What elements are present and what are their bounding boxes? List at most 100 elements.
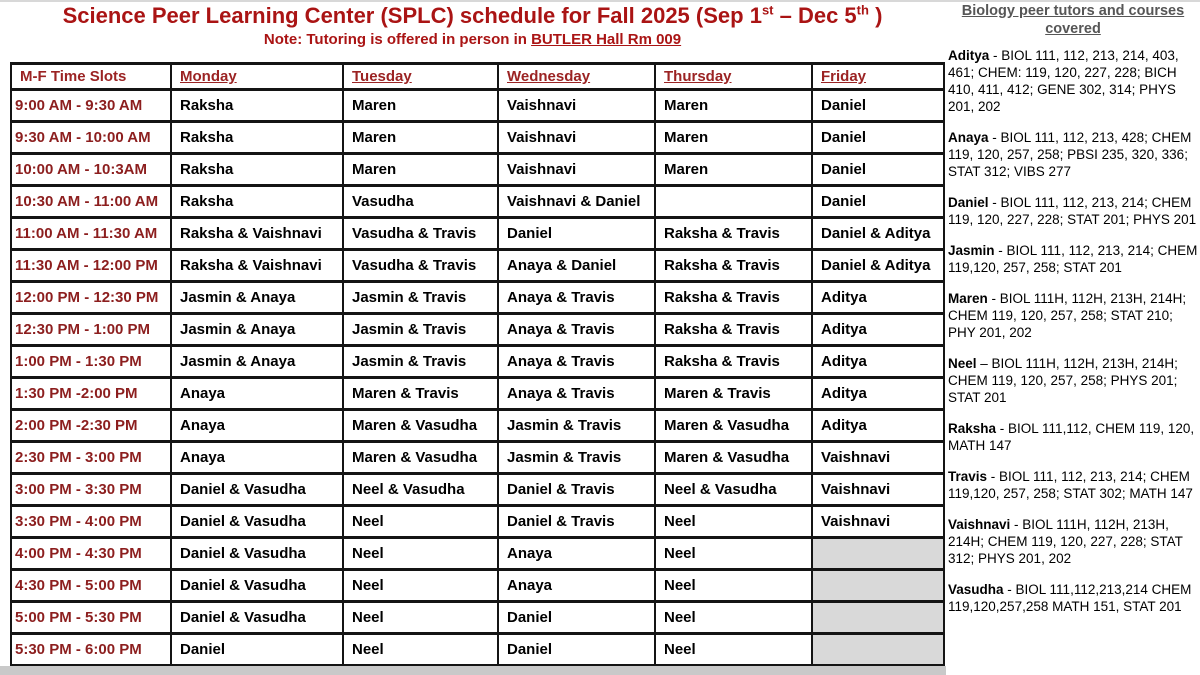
schedule-cell [654,184,813,219]
tutor-separator: - [988,130,1001,145]
schedule-cell: Jasmin & Travis [342,312,499,347]
schedule-cell: Aditya [811,312,945,347]
schedule-cell: Daniel & Vasudha [170,504,344,539]
tutor-name: Vaishnavi [948,517,1011,532]
schedule-cell: Maren & Vasudha [654,440,813,475]
tutor-separator: - [987,291,1000,306]
tutor-courses: BIOL 111, 112, 213, 214; CHEM 119,120, 2… [948,243,1198,275]
table-row: 9:30 AM - 10:00 AM Raksha Maren Vaishnavi Ma… [10,120,945,155]
tutor-separator: - [996,421,1009,436]
schedule-cell: Maren & Vasudha [342,440,499,475]
schedule-cell: Vaishnavi [497,120,656,155]
schedule-cell: Aditya [811,376,945,411]
time-slot-cell: 9:00 AM - 9:30 AM [10,88,172,123]
time-slot-cell: 2:30 PM - 3:00 PM [10,440,172,475]
schedule-body: 9:00 AM - 9:30 AM Raksha Maren Vaishnavi Mar… [10,88,945,667]
col-header-tuesday-label: Tuesday [352,68,412,85]
schedule-cell: Jasmin & Travis [497,408,656,443]
tutor-separator: - [1010,517,1023,532]
schedule-cell: Anaya & Travis [497,312,656,347]
schedule-cell: Jasmin & Travis [342,344,499,379]
tutor-separator: – [976,356,992,371]
time-slot-cell: 5:30 PM - 6:00 PM [10,632,172,667]
schedule-cell: Neel [654,536,813,571]
schedule-cell: Raksha [170,120,344,155]
col-header-tuesday: Tuesday [342,62,499,91]
schedule-cell: Jasmin & Travis [342,280,499,315]
tutor-entry: Jasmin - BIOL 111, 112, 213, 214; CHEM 1… [948,242,1198,276]
schedule-cell: Neel [654,600,813,635]
schedule-cell: Neel [654,632,813,667]
schedule-cell: Daniel & Travis [497,472,656,507]
sidebar-heading: Biology peer tutors and courses covered [961,3,1185,37]
tutor-courses: BIOL 111H, 112H, 213H, 214H; CHEM 119, 1… [948,291,1187,340]
tutor-courses: BIOL 111, 112, 213, 428; CHEM 119, 120, … [948,130,1192,179]
schedule-cell: Daniel & Aditya [811,248,945,283]
schedule-cell: Maren [342,88,499,123]
schedule-cell: Maren [342,120,499,155]
time-slot-cell: 10:30 AM - 11:00 AM [10,184,172,219]
schedule-cell: Anaya & Travis [497,344,656,379]
schedule-cell: Daniel [170,632,344,667]
schedule-cell: Anaya [170,408,344,443]
schedule-cell: Daniel [497,632,656,667]
tutor-courses: BIOL 111,112, CHEM 119, 120, MATH 147 [948,421,1195,453]
schedule-cell: Anaya [497,568,656,603]
schedule-cell: Raksha & Travis [654,216,813,251]
schedule-cell [811,536,945,571]
title-text-3: ) [868,3,883,28]
schedule-cell: Anaya [497,536,656,571]
time-slot-cell: 12:00 PM - 12:30 PM [10,280,172,315]
time-slot-cell: 4:30 PM - 5:00 PM [10,568,172,603]
schedule-cell: Neel [342,632,499,667]
schedule-cell: Daniel & Vasudha [170,536,344,571]
tutor-name: Vasudha [948,582,1004,597]
tutor-name: Daniel [948,195,989,210]
tutor-entry: Vasudha - BIOL 111,112,213,214 CHEM 119,… [948,581,1198,615]
schedule-cell: Aditya [811,408,945,443]
schedule-cell: Daniel [811,88,945,123]
table-row: 12:00 PM - 12:30 PM Jasmin & Anaya Jasmin … [10,280,945,315]
schedule-cell: Daniel [811,152,945,187]
schedule-cell [811,600,945,635]
schedule-cell: Anaya [170,440,344,475]
table-row: 4:30 PM - 5:00 PM Daniel & Vasudha Neel Ana… [10,568,945,603]
table-row: 2:00 PM -2:30 PM Anaya Maren & Vasudha Jasm… [10,408,945,443]
schedule-cell: Daniel [811,120,945,155]
tutor-entry: Aditya - BIOL 111, 112, 213, 214, 403, 4… [948,47,1198,115]
schedule-cell: Daniel [497,216,656,251]
schedule-cell: Raksha & Vaishnavi [170,248,344,283]
schedule-cell: Neel [654,568,813,603]
table-row: 3:00 PM - 3:30 PM Daniel & Vasudha Neel & … [10,472,945,507]
schedule-cell: Vaishnavi [497,88,656,123]
schedule-cell: Jasmin & Anaya [170,344,344,379]
tutor-separator: - [989,48,1002,63]
schedule-cell: Jasmin & Travis [497,440,656,475]
tutor-courses: BIOL 111, 112, 213, 214; CHEM 119, 120, … [948,195,1197,227]
tutor-courses: BIOL 111,112,213,214 CHEM 119,120,257,25… [948,582,1192,614]
table-row: 9:00 AM - 9:30 AM Raksha Maren Vaishnavi Mar… [10,88,945,123]
schedule-cell: Raksha [170,88,344,123]
schedule-cell: Anaya & Travis [497,376,656,411]
col-header-friday: Friday [811,62,945,91]
time-slot-cell: 4:00 PM - 4:30 PM [10,536,172,571]
table-row: 2:30 PM - 3:00 PM Anaya Maren & Vasudha Jas… [10,440,945,475]
schedule-cell: Neel [342,536,499,571]
table-row: 3:30 PM - 4:00 PM Daniel & Vasudha Neel Dan… [10,504,945,539]
schedule-cell: Jasmin & Anaya [170,312,344,347]
schedule-cell: Daniel [497,600,656,635]
tutor-separator: - [987,469,1000,484]
schedule-cell: Aditya [811,344,945,379]
time-slot-cell: 11:00 AM - 11:30 AM [10,216,172,251]
page-top-edge [0,0,1200,2]
sidebar: Biology peer tutors and courses covered … [948,2,1198,629]
col-header-friday-label: Friday [821,68,867,85]
schedule-cell: Vasudha [342,184,499,219]
schedule-cell: Daniel & Travis [497,504,656,539]
tutor-entry: Anaya - BIOL 111, 112, 213, 428; CHEM 11… [948,129,1198,180]
tutor-entry: Daniel - BIOL 111, 112, 213, 214; CHEM 1… [948,194,1198,228]
col-header-thursday: Thursday [654,62,813,91]
schedule-cell: Jasmin & Anaya [170,280,344,315]
time-slot-cell: 10:00 AM - 10:3AM [10,152,172,187]
schedule-cell: Maren [654,88,813,123]
